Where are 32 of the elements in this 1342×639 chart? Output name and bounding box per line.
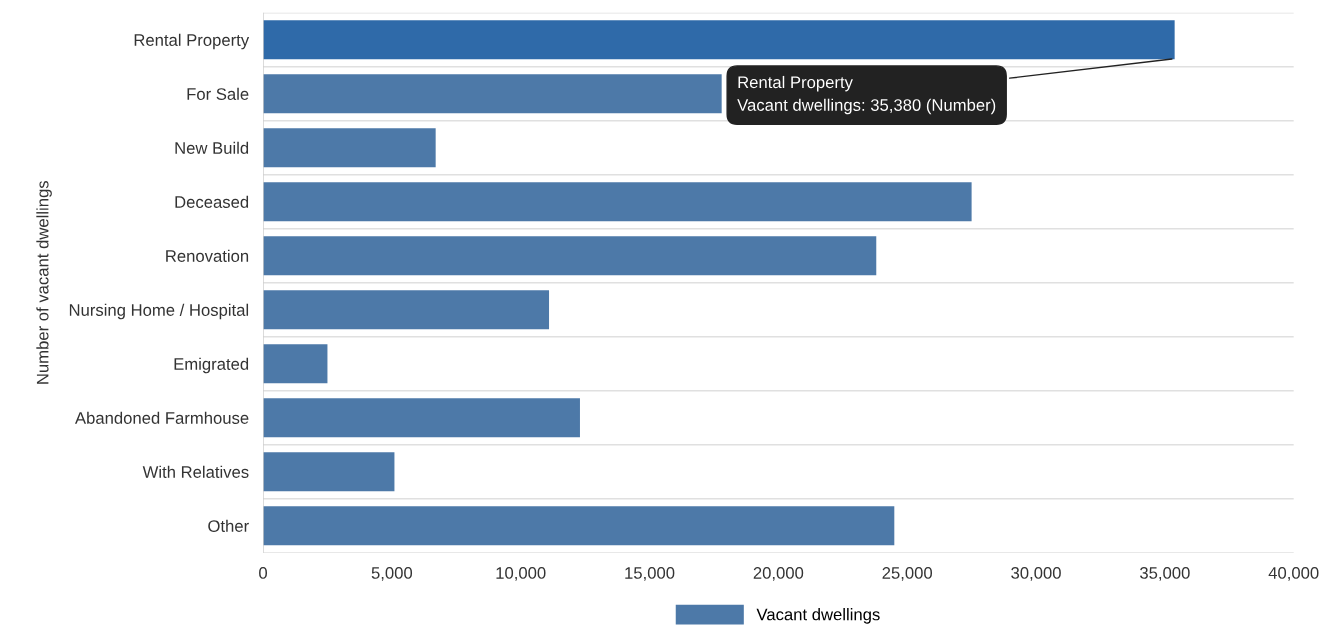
bar xyxy=(263,128,436,168)
bar xyxy=(263,290,550,330)
y-tick-label: Other xyxy=(208,519,249,532)
x-tick-label: 5,000 xyxy=(371,567,413,581)
bar xyxy=(263,20,1175,60)
x-tick-label: 35,000 xyxy=(1140,567,1190,581)
bar xyxy=(263,236,877,276)
y-tick-label: Nursing Home / Hospital xyxy=(69,303,249,320)
bar xyxy=(263,182,972,222)
y-tick-label: Rental Property xyxy=(134,33,250,50)
annotation: Rental Property Vacant dwellings: 35,380 (Number) xyxy=(737,75,996,115)
x-tick-label: 15,000 xyxy=(625,567,675,581)
bar xyxy=(263,398,580,438)
x-tick-label: 25,000 xyxy=(882,567,933,581)
y-tick-label: Abandoned Farmhouse xyxy=(75,411,249,424)
y-tick-label: With Relatives xyxy=(142,465,249,478)
y-tick-label: Renovation xyxy=(166,249,249,262)
x-tick-label: 10,000 xyxy=(496,567,546,581)
bar xyxy=(263,452,395,492)
x-tick-label: 20,000 xyxy=(753,567,804,581)
x-tick-label: 30,000 xyxy=(1011,567,1061,581)
bar xyxy=(263,74,722,114)
y-tick-label: New Build xyxy=(175,141,249,154)
x-tick-label: 40,000 xyxy=(1268,567,1319,581)
y-axis-title: Number of vacant dwellings xyxy=(36,180,52,384)
bar xyxy=(263,506,895,546)
bar xyxy=(263,344,328,384)
y-tick-label: For Sale xyxy=(187,87,249,100)
legend-label: Vacant dwellings xyxy=(756,608,880,624)
y-tick-label: Emigrated xyxy=(174,357,249,374)
y-tick-label: Deceased xyxy=(175,195,249,208)
x-tick-label: 0 xyxy=(259,567,268,579)
